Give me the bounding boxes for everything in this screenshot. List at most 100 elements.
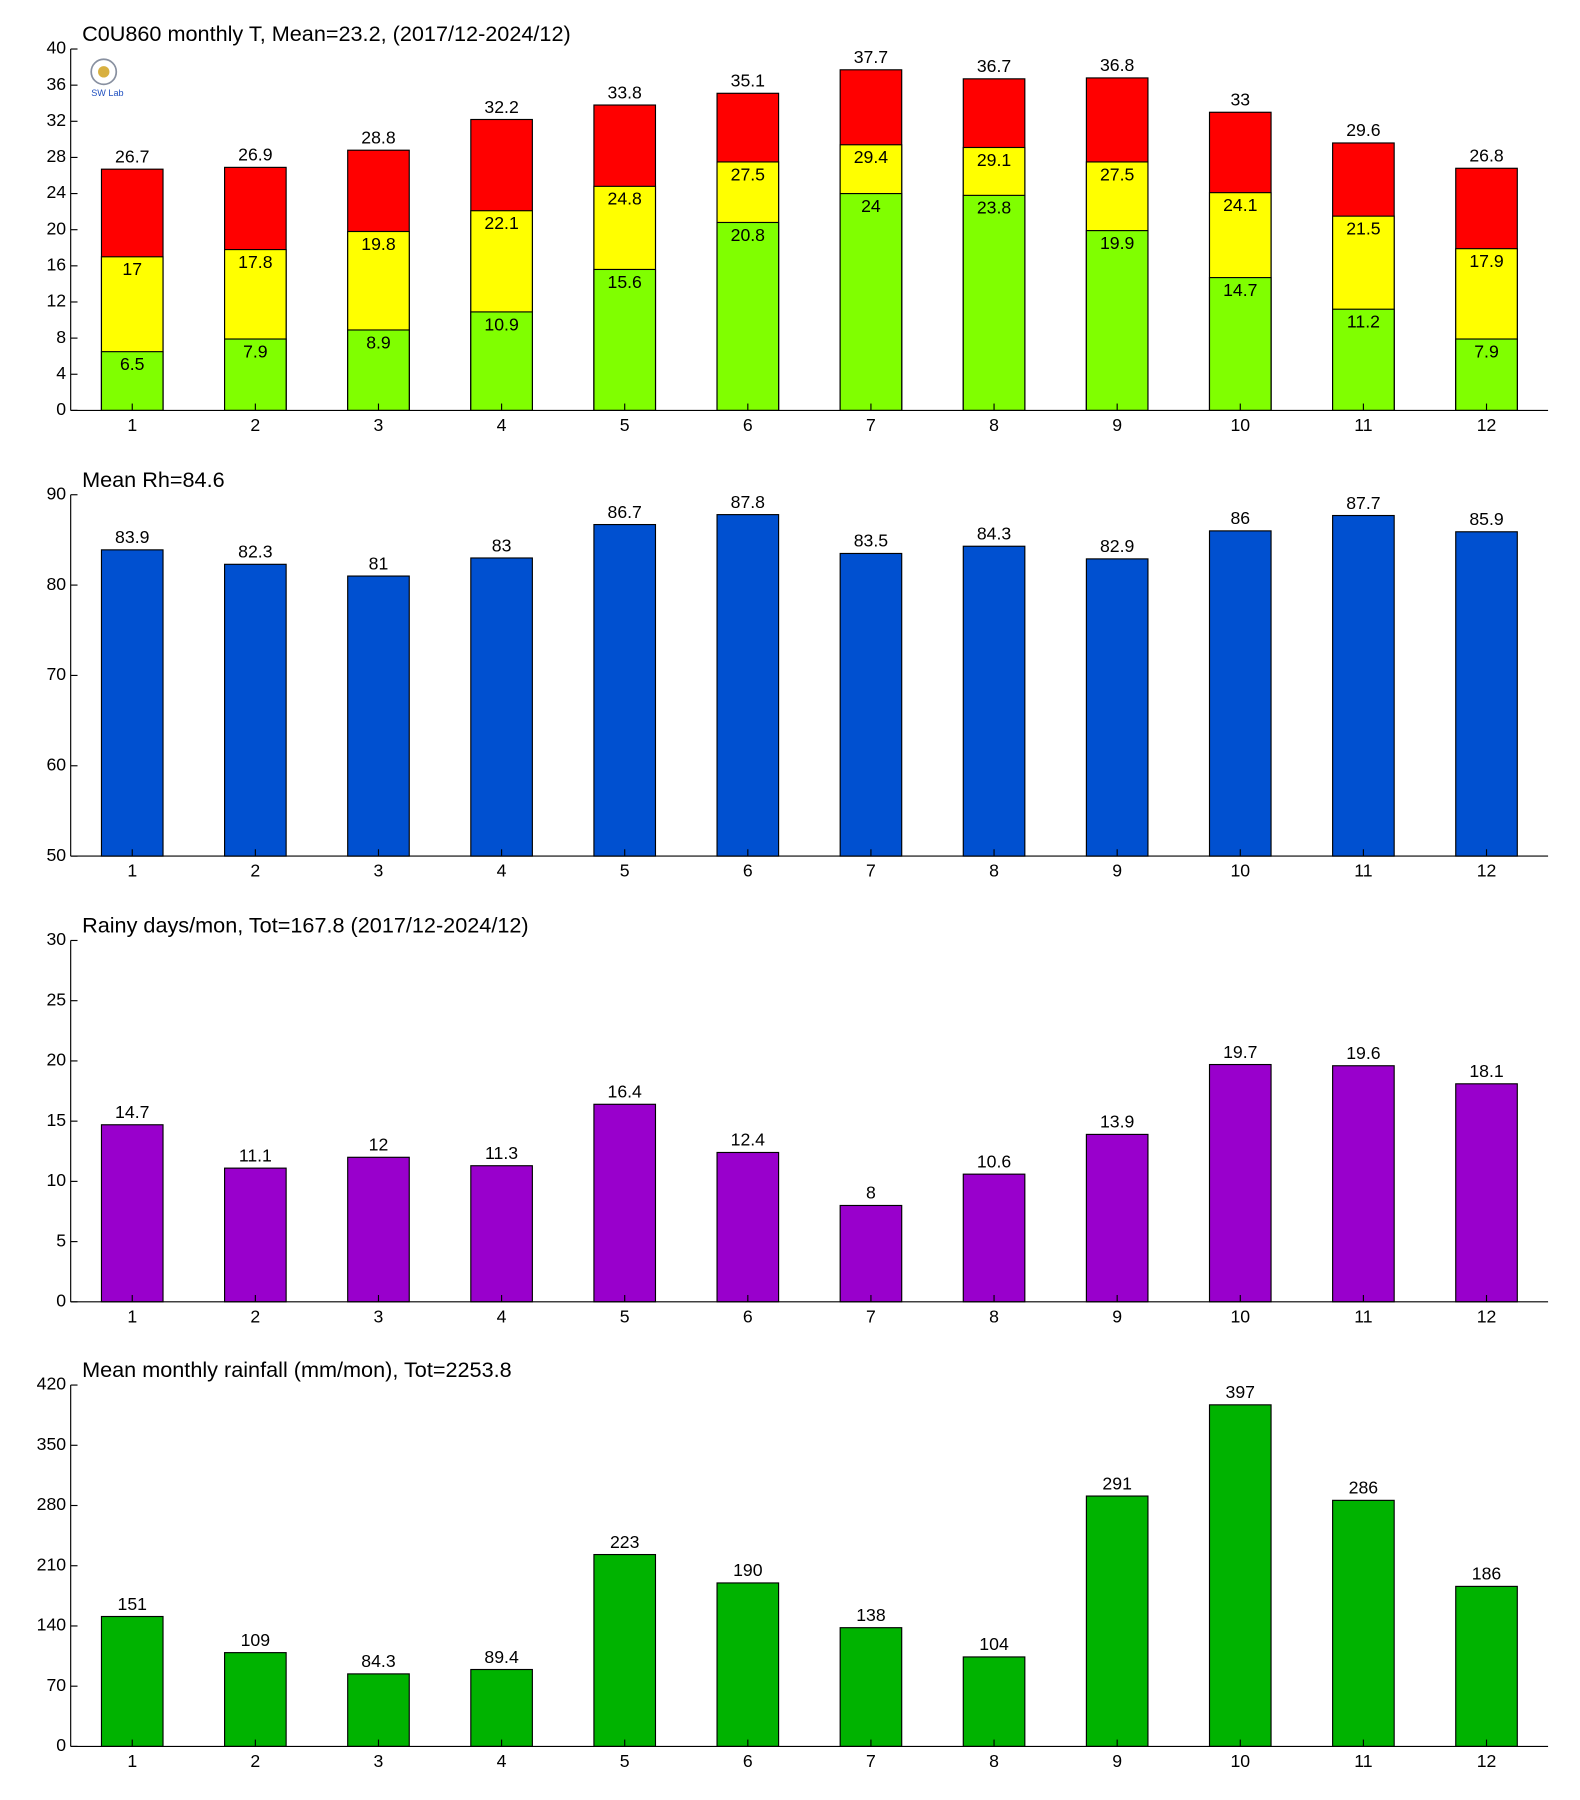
x-tick-label: 7	[866, 1306, 876, 1326]
data-label: 29.1	[977, 150, 1011, 170]
x-tick-label: 8	[989, 1306, 999, 1326]
bar	[593, 1103, 657, 1303]
y-tick-label: 4	[56, 363, 66, 383]
y-tick-label: 90	[46, 483, 66, 503]
x-tick-label: 9	[1112, 415, 1122, 435]
y-tick-label: 20	[46, 218, 66, 238]
x-tick-label: 12	[1477, 415, 1497, 435]
y-tick-label: 210	[37, 1554, 67, 1574]
x-tick-label: 8	[989, 1751, 999, 1771]
bar	[839, 192, 903, 411]
x-tick-label: 1	[127, 415, 137, 435]
data-label: 186	[1472, 1564, 1502, 1584]
y-tick-label: 280	[37, 1494, 67, 1514]
bar	[1085, 1133, 1149, 1303]
data-label: 104	[979, 1634, 1009, 1654]
data-label: 6.5	[120, 354, 145, 374]
data-label: 83.5	[854, 531, 889, 551]
bar	[716, 1151, 780, 1303]
bar	[716, 1582, 780, 1747]
data-label: 24.8	[608, 189, 643, 209]
data-label: 87.8	[731, 492, 766, 512]
data-label: 151	[118, 1594, 147, 1614]
y-tick-label: 0	[56, 1735, 66, 1755]
bar	[1332, 514, 1395, 857]
x-tick-label: 12	[1477, 1751, 1497, 1771]
data-label: 8.9	[366, 332, 391, 352]
data-label: 18.1	[1469, 1061, 1503, 1081]
data-label: 19.8	[361, 234, 396, 254]
x-tick-label: 7	[866, 861, 876, 881]
bar	[224, 338, 287, 411]
x-tick-label: 11	[1354, 1306, 1372, 1326]
y-tick-label: 60	[46, 754, 66, 774]
x-tick-label: 12	[1477, 1306, 1497, 1326]
bar	[1455, 338, 1518, 411]
data-label: 24	[861, 196, 881, 216]
data-label: 20.8	[731, 225, 766, 245]
x-tick-label: 3	[374, 415, 384, 435]
data-label: 27.5	[1100, 164, 1135, 184]
bar	[347, 1673, 410, 1747]
data-label: 223	[610, 1532, 640, 1552]
data-label: 286	[1349, 1478, 1379, 1498]
bar	[839, 552, 903, 857]
data-label: 12	[369, 1135, 389, 1155]
x-tick-label: 8	[989, 861, 999, 881]
x-tick-label: 4	[497, 861, 507, 881]
x-tick-label: 4	[497, 1306, 507, 1326]
data-label: 85.9	[1469, 509, 1503, 529]
data-label: 138	[856, 1605, 886, 1625]
bar	[224, 563, 287, 857]
bar	[593, 268, 657, 411]
data-label: 26.7	[115, 146, 149, 166]
bar	[716, 221, 780, 411]
y-tick-label: 70	[46, 1675, 66, 1695]
x-tick-label: 3	[374, 861, 384, 881]
data-label: 82.3	[238, 542, 273, 562]
bar	[347, 575, 410, 857]
y-tick-label: 420	[37, 1374, 67, 1394]
x-tick-label: 2	[250, 861, 260, 881]
y-tick-label: 5	[56, 1230, 66, 1250]
data-label: 26.9	[238, 145, 272, 165]
data-label: 291	[1102, 1473, 1131, 1493]
y-tick-label: 40	[46, 38, 66, 58]
data-label: 29.6	[1346, 120, 1381, 140]
data-label: 36.7	[977, 56, 1011, 76]
x-tick-label: 5	[620, 861, 630, 881]
x-tick-label: 9	[1112, 1751, 1122, 1771]
data-label: 26.8	[1469, 146, 1504, 166]
bar	[347, 1156, 410, 1303]
data-label: 81	[369, 553, 389, 573]
bar	[962, 1656, 1026, 1747]
x-tick-label: 1	[127, 861, 137, 881]
x-tick-label: 6	[743, 1751, 753, 1771]
data-label: 36.8	[1100, 55, 1135, 75]
svg-text:SW Lab: SW Lab	[91, 88, 123, 98]
x-tick-label: 3	[374, 1306, 384, 1326]
x-tick-label: 10	[1230, 861, 1250, 881]
bar	[1455, 1083, 1518, 1303]
x-tick-label: 11	[1354, 1751, 1372, 1771]
data-label: 13.9	[1100, 1112, 1134, 1132]
bar	[224, 1652, 287, 1747]
data-label: 32.2	[484, 97, 518, 117]
y-tick-label: 28	[46, 146, 66, 166]
bar	[1332, 308, 1395, 411]
x-tick-label: 11	[1354, 415, 1372, 435]
chart-title: Mean monthly rainfall (mm/mon), Tot=2253…	[82, 1357, 512, 1382]
x-tick-label: 8	[989, 415, 999, 435]
data-label: 190	[733, 1560, 763, 1580]
x-tick-label: 1	[127, 1751, 137, 1771]
bar	[470, 557, 533, 857]
data-label: 17.8	[238, 252, 273, 272]
bar	[593, 1553, 657, 1747]
data-label: 87.7	[1346, 493, 1380, 513]
data-label: 12.4	[731, 1130, 766, 1150]
data-label: 35.1	[731, 71, 765, 91]
x-tick-label: 6	[743, 415, 753, 435]
chart-title: Rainy days/mon, Tot=167.8 (2017/12-2024/…	[82, 913, 529, 938]
bar	[839, 1627, 903, 1747]
data-label: 22.1	[484, 213, 518, 233]
